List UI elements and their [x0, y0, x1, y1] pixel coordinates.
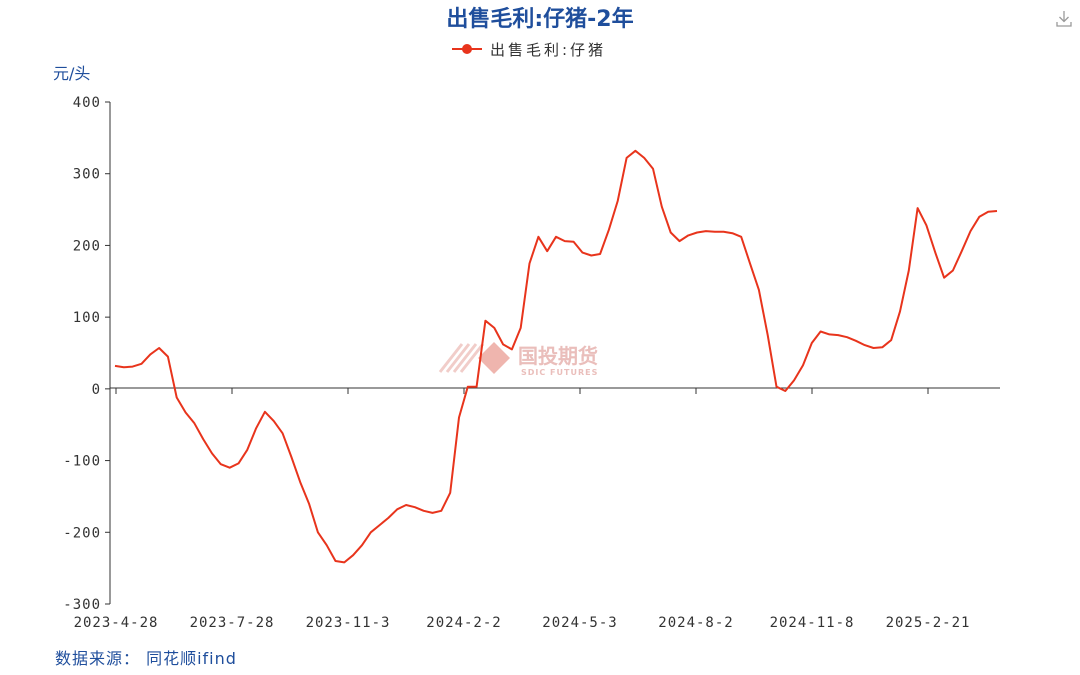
x-ticks: 2023-4-28 2023-7-28 2023-11-3 2024-2-2 2024-…: [74, 388, 971, 631]
x-tick-label: 2023-7-28: [190, 615, 275, 631]
source-note: 数据来源： 同花顺ifind: [55, 649, 237, 668]
watermark-sub: SDIC FUTURES: [521, 368, 598, 377]
y-tick-label: 200: [73, 238, 101, 254]
series-layer: [114, 149, 998, 564]
y-tick-label: -100: [63, 454, 101, 470]
y-ticks: 400 300 200 100 0 -100 -200 -300: [63, 95, 110, 613]
chart-title: 出售毛利:仔猪-2年: [446, 6, 633, 32]
legend-label: 出售毛利:仔猪: [490, 41, 606, 59]
y-tick-label: 400: [73, 95, 101, 111]
y-axis-unit: 元/头: [53, 64, 90, 83]
y-tick-label: 100: [73, 310, 101, 326]
x-tick-label: 2023-11-3: [306, 615, 391, 631]
x-tick-label: 2024-2-2: [426, 615, 501, 631]
x-tick-label: 2025-2-21: [886, 615, 971, 631]
x-tick-label: 2024-8-2: [658, 615, 733, 631]
x-tick-label: 2023-4-28: [74, 615, 159, 631]
legend-marker: [462, 44, 472, 54]
y-tick-label: -300: [63, 597, 101, 613]
legend: 出售毛利:仔猪: [452, 41, 606, 59]
download-icon[interactable]: [1056, 11, 1072, 27]
y-tick-label: -200: [63, 525, 101, 541]
watermark-logo: 国投期货 SDIC FUTURES: [438, 342, 598, 377]
watermark-name: 国投期货: [518, 344, 598, 368]
y-tick-label: 0: [92, 382, 101, 398]
y-tick-label: 300: [73, 167, 101, 183]
series-line: [114, 149, 998, 564]
x-tick-label: 2024-5-3: [542, 615, 617, 631]
x-tick-label: 2024-11-8: [770, 615, 855, 631]
watermark-stripes-icon: [438, 342, 510, 374]
